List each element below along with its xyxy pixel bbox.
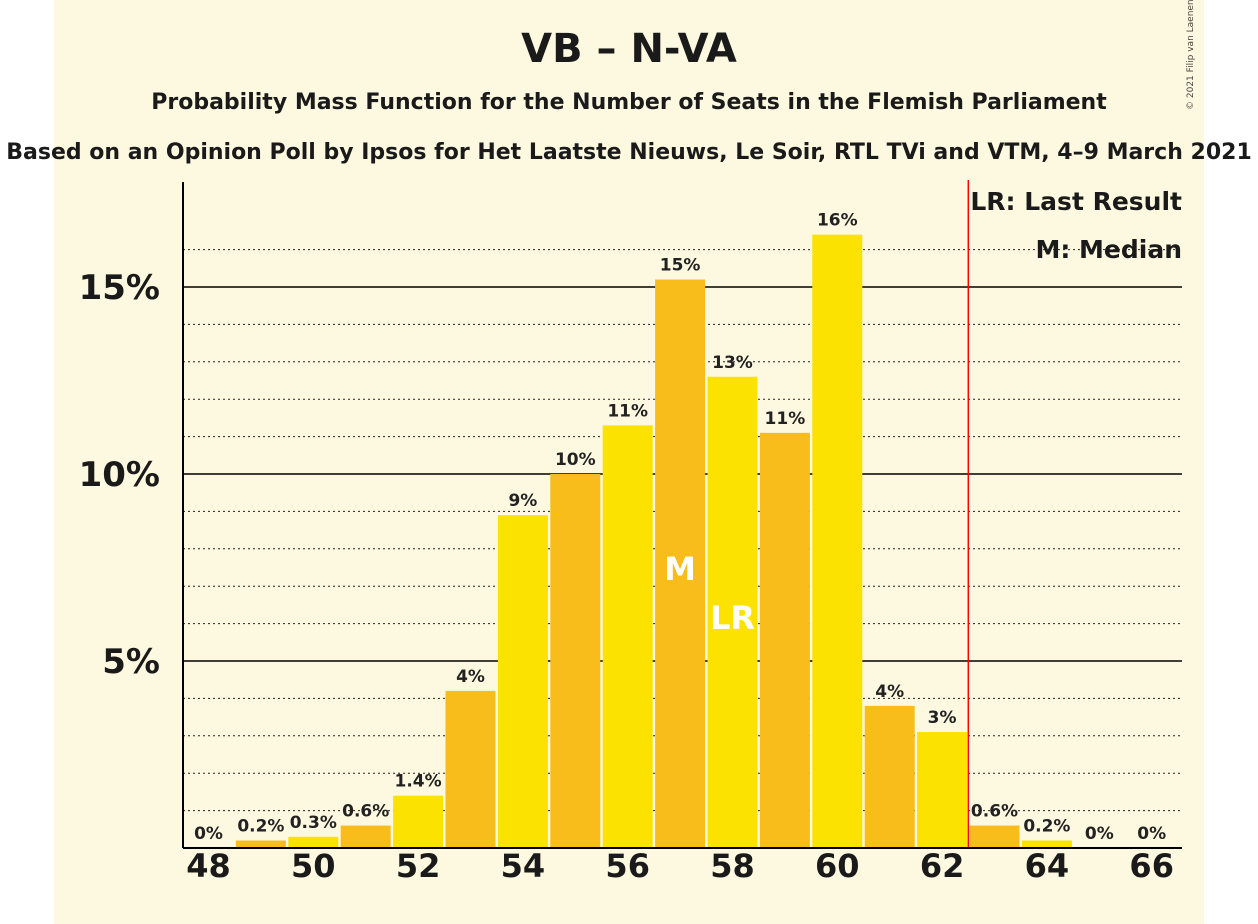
data-label: 16% bbox=[817, 211, 858, 231]
bar-61 bbox=[864, 705, 915, 848]
data-label: 0% bbox=[1137, 824, 1166, 844]
bar-54 bbox=[497, 515, 548, 848]
bar-52 bbox=[393, 795, 444, 848]
data-label: 1.4% bbox=[395, 772, 442, 792]
x-tick-label: 58 bbox=[710, 847, 755, 885]
bar-50 bbox=[288, 836, 339, 848]
data-label: 4% bbox=[875, 682, 904, 702]
x-tick-label: 50 bbox=[291, 847, 336, 885]
bar-57 bbox=[655, 279, 706, 848]
x-tick-label: 52 bbox=[396, 847, 441, 885]
data-label: 15% bbox=[660, 256, 701, 276]
data-label: 4% bbox=[456, 667, 485, 687]
x-tick-label: 48 bbox=[186, 847, 231, 885]
chart-subtitle: Probability Mass Function for the Number… bbox=[151, 90, 1107, 115]
data-label: 0.6% bbox=[971, 802, 1018, 822]
x-tick-label: 64 bbox=[1025, 847, 1070, 885]
bar-59 bbox=[759, 432, 810, 848]
data-label: 0% bbox=[194, 824, 223, 844]
legend-last-result: LR: Last Result bbox=[970, 187, 1182, 216]
bar-64 bbox=[1021, 840, 1072, 848]
median-marker: M bbox=[664, 550, 696, 588]
chart-title: VB – N-VA bbox=[521, 26, 737, 72]
bar-49 bbox=[235, 840, 286, 848]
bar-58 bbox=[707, 376, 758, 848]
bar-53 bbox=[445, 690, 496, 848]
y-tick-label: 10% bbox=[79, 455, 160, 495]
data-label: 13% bbox=[712, 353, 753, 373]
bar-63 bbox=[969, 825, 1020, 848]
chart-source-line: Based on an Opinion Poll by Ipsos for He… bbox=[6, 140, 1252, 165]
last-result-marker: LR bbox=[710, 599, 755, 637]
data-label: 0.2% bbox=[1023, 817, 1070, 837]
bar-56 bbox=[602, 425, 653, 848]
bar-51 bbox=[340, 825, 391, 848]
bar-62 bbox=[917, 732, 968, 848]
data-label: 0.6% bbox=[342, 802, 389, 822]
data-label: 11% bbox=[765, 409, 806, 429]
x-tick-label: 60 bbox=[815, 847, 860, 885]
y-tick-label: 15% bbox=[79, 268, 160, 308]
bar-60 bbox=[812, 234, 863, 848]
x-tick-label: 56 bbox=[605, 847, 650, 885]
data-label: 10% bbox=[555, 450, 596, 470]
data-label: 0.2% bbox=[237, 817, 284, 837]
data-label: 3% bbox=[928, 708, 957, 728]
bar-55 bbox=[550, 474, 601, 848]
legend-median: M: Median bbox=[1035, 235, 1182, 264]
data-label: 11% bbox=[607, 401, 648, 421]
data-label: 0% bbox=[1085, 824, 1114, 844]
x-tick-label: 66 bbox=[1129, 847, 1174, 885]
data-label: 9% bbox=[508, 491, 537, 511]
y-tick-label: 5% bbox=[102, 642, 160, 682]
x-tick-label: 62 bbox=[920, 847, 965, 885]
x-tick-label: 54 bbox=[501, 847, 546, 885]
data-label: 0.3% bbox=[290, 813, 337, 833]
